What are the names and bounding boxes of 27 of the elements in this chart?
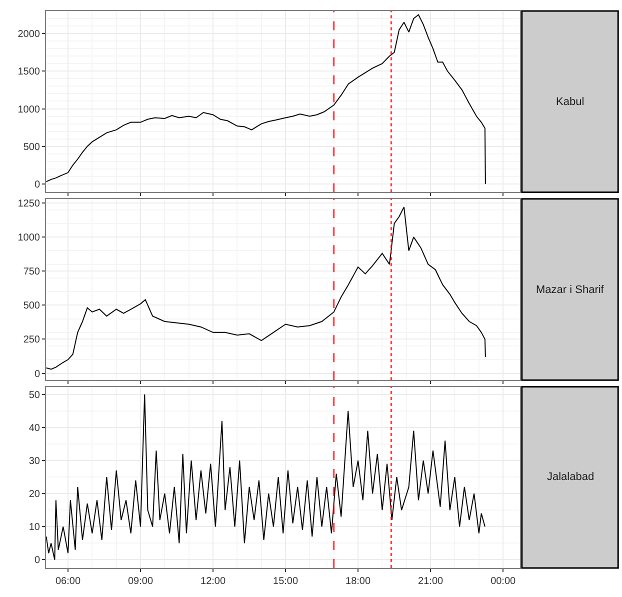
x-tick-label: 21:00 [418,576,444,587]
text: Mazar i Sharif [536,284,605,296]
x-tick-label: 00:00 [490,576,516,587]
y-tick-label: 20 [28,489,40,500]
y-tick-label: 0 [34,555,40,566]
y-tick-label: 250 [23,334,40,346]
x-tick-label: 15:00 [273,576,298,587]
text: Kabul [556,96,584,108]
x-tick-label: 18:00 [346,576,371,587]
x-tick-label: 12:00 [200,576,226,587]
y-tick-label: 10 [28,522,40,534]
text: Jalalabad [547,471,594,483]
y-tick-label: 1250 [18,198,40,210]
y-tick-label: 750 [23,266,40,278]
y-tick-label: 30 [28,456,40,468]
y-tick-label: 0 [34,179,40,190]
y-tick-label: 1500 [18,66,40,78]
y-tick-label: 500 [23,300,40,312]
y-tick-label: 1000 [18,232,40,244]
y-tick-label: 40 [28,422,40,434]
y-tick-label: 2000 [18,29,40,40]
x-tick-label: 06:00 [55,576,81,587]
y-tick-label: 50 [28,390,40,401]
x-tick-label: 09:00 [128,576,154,587]
y-tick-label: 500 [23,142,40,153]
y-tick-label: 1000 [18,104,40,116]
y-tick-label: 0 [34,368,40,380]
